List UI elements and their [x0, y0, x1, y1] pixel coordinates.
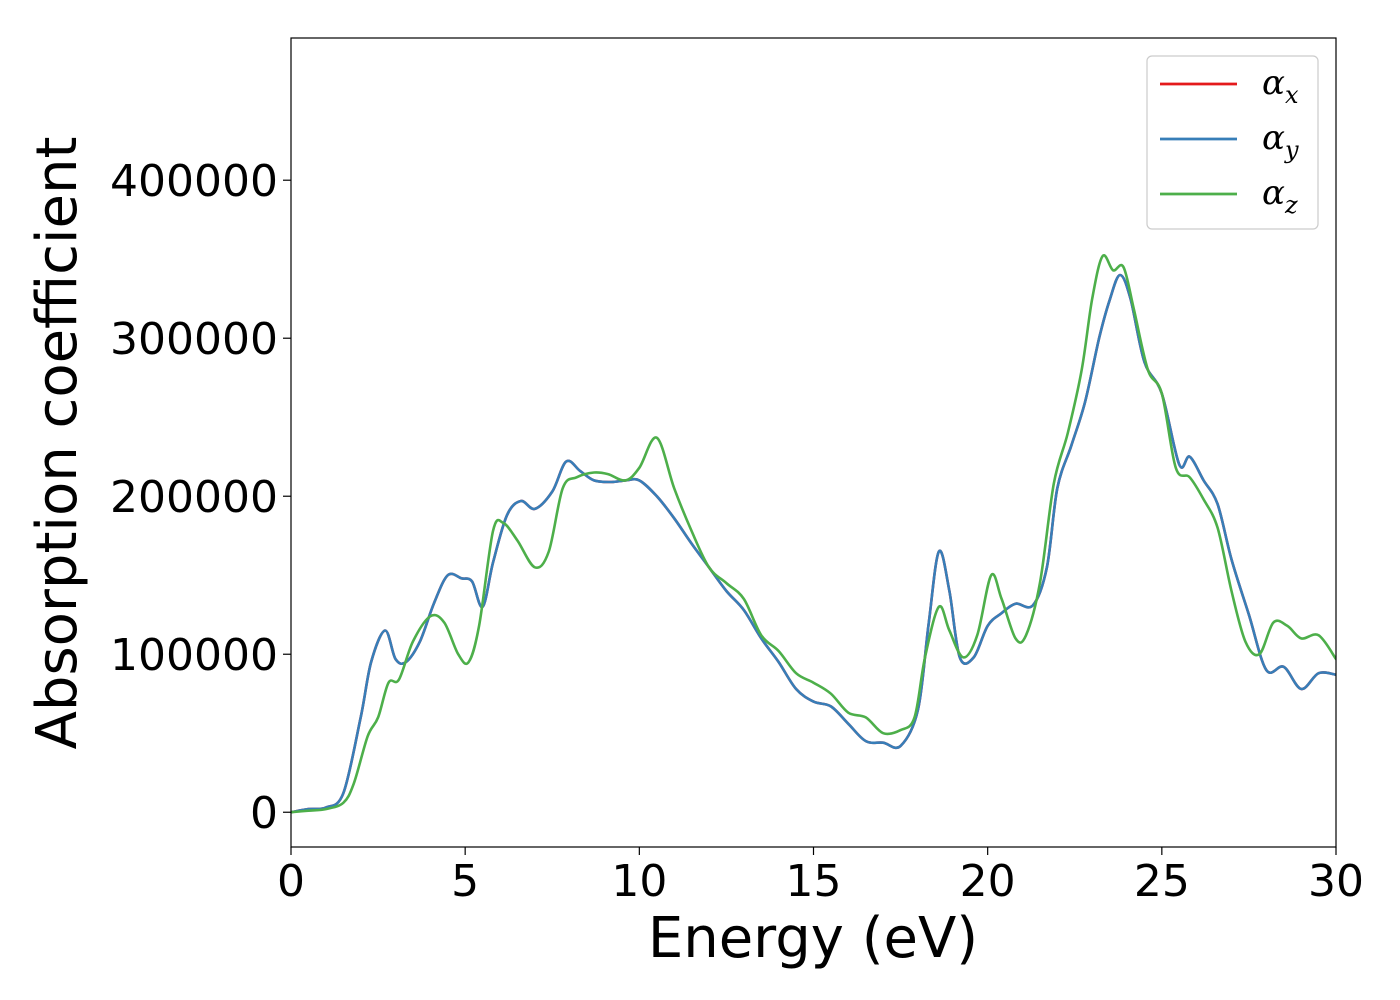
series-layer — [291, 253, 1336, 814]
y-tick-label: 400000 — [110, 156, 278, 207]
legend-label: αy — [1262, 118, 1299, 164]
legend-box — [1146, 55, 1319, 230]
y-axis-label: Absorption coefficient — [25, 137, 90, 750]
x-tick-label: 20 — [960, 856, 1016, 907]
series-line-alpha-z — [291, 253, 1336, 814]
legend: αx αy αz — [1146, 55, 1319, 230]
y-tick-label: 200000 — [110, 472, 278, 523]
x-tick-label: 10 — [611, 856, 667, 907]
y-axis: 0 100000 200000 300000 400000 — [110, 156, 291, 839]
y-tick-label: 300000 — [110, 314, 278, 365]
x-tick-label: 0 — [277, 856, 305, 907]
x-tick-label: 5 — [451, 856, 479, 907]
x-tick-label: 25 — [1134, 856, 1190, 907]
x-axis: 0 5 10 15 20 25 30 — [277, 847, 1364, 907]
x-axis-label: Energy (eV) — [648, 906, 978, 971]
legend-label: αz — [1262, 173, 1298, 219]
y-tick-label: 100000 — [110, 630, 278, 681]
x-tick-label: 30 — [1308, 856, 1364, 907]
y-tick-label: 0 — [250, 788, 278, 839]
x-tick-label: 15 — [786, 856, 842, 907]
legend-label: αx — [1262, 63, 1299, 109]
